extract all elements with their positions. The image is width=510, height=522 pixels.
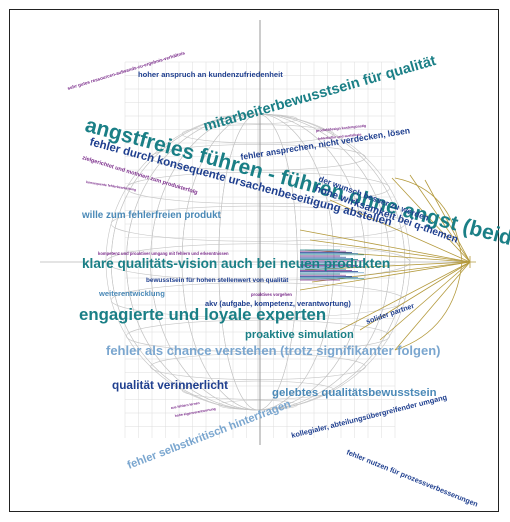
word-kompetenz-proaktiver-umgang: kompetenz und proaktiver umgang mit fehl… <box>98 251 229 256</box>
ray-line <box>299 229 471 263</box>
word-klare-qualitaets-vision: klare qualitäts-vision auch bei neuen pr… <box>82 256 390 271</box>
ray-line <box>424 179 471 263</box>
ray-line <box>339 261 471 331</box>
ray-line <box>304 261 471 271</box>
word-hohe-eigenverantwortung: hohe eigenverantwortung <box>174 407 216 418</box>
ray-arc <box>394 177 463 351</box>
ray-line <box>394 261 471 351</box>
word-mitarbeiterbewusstsein: mitarbeiterbewusstsein für qualität <box>202 53 438 135</box>
word-bewusstsein-stellenwert: bewusstsein für hohen stellenwert von qu… <box>146 277 289 284</box>
word-weiterentwicklung: weiterentwicklung <box>98 289 165 298</box>
word-produktdesign: produktdesign kostengünstig <box>316 124 367 133</box>
word-konsequente-fehlerbearbeitung: konsequente fehlerbearbeitung <box>86 180 137 192</box>
sphere-parallel <box>126 171 390 205</box>
center-axes <box>40 20 470 445</box>
word-fehler-nutzen: fehler nutzen für prozessverbesserungen <box>345 448 479 509</box>
ray-line <box>379 261 471 341</box>
sphere-parallel <box>218 399 298 410</box>
word-engagierte-loyale-experten: engagierte und loyale experten <box>79 305 326 324</box>
ray-line <box>299 261 471 291</box>
word-gelebtes-qualitaetsbewusstsein: gelebtes qualitätsbewusstsein <box>272 387 437 399</box>
sphere-parallel <box>150 353 366 380</box>
word-layer: sehr gutes ressourcen-aufwands-zu-ergebn… <box>67 50 510 508</box>
word-wille-fehlerfrei: wille zum fehlerfreien produkt <box>81 210 222 221</box>
word-aus-fehlern-lernen: aus fehlern lernen <box>170 401 199 410</box>
sphere-parallel <box>110 282 406 319</box>
word-fehlerkultur: fehlerkultur und ausfallrate <box>318 132 362 141</box>
stripe-cluster <box>300 249 364 281</box>
word-proaktives-vorgehen: proaktives vorgehen <box>251 292 292 297</box>
ray-line <box>304 249 471 263</box>
ray-line <box>359 261 471 331</box>
ray-line <box>309 239 471 263</box>
ray-line <box>329 199 471 263</box>
sphere-parallel <box>110 205 406 242</box>
word-qualitaet-verinnerlicht: qualität verinnerlicht <box>112 378 228 392</box>
sphere-parallel <box>218 114 298 125</box>
word-angstfreies-fuehren: angstfreies führen - führen ohne angst (… <box>83 114 510 266</box>
sphere-parallel <box>181 124 335 144</box>
sphere-parallel <box>126 319 390 353</box>
ray-fan <box>299 174 476 351</box>
ray-line <box>391 177 471 263</box>
sphere-parallel <box>181 380 335 400</box>
word-proaktive-simulation: proaktive simulation <box>245 329 354 341</box>
word-akv: akv (aufgabe, kompetenz, verantwortung) <box>205 299 351 308</box>
sphere-parallel <box>150 144 366 171</box>
word-fehler-als-chance: fehler als chance verstehen (trotz signi… <box>106 343 440 358</box>
plot-frame <box>9 9 499 512</box>
focal-cross <box>464 256 476 268</box>
word-hoher-anspruch-kundenzufriedenheit: hoher anspruch an kundenzufriedenheit <box>138 70 283 79</box>
